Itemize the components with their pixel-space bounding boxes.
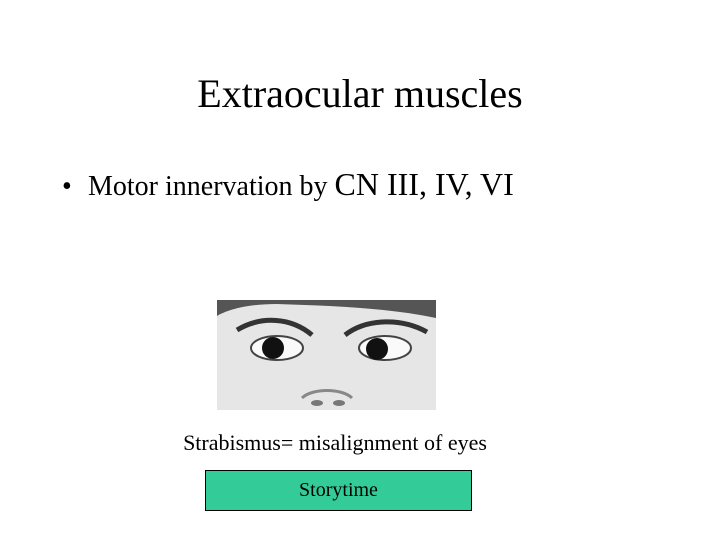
storytime-button[interactable]: Storytime xyxy=(205,470,472,511)
bullet-emphasis: CN III, IV, VI xyxy=(334,166,514,202)
slide-title: Extraocular muscles xyxy=(197,71,523,116)
bullet-dot: • xyxy=(62,171,72,202)
bullet-text: Motor innervation by xyxy=(88,171,328,202)
bullet: • Motor innervation by CN III, IV, VI xyxy=(62,166,514,203)
eyes-photo xyxy=(217,300,436,410)
caption: Strabismus= misalignment of eyes xyxy=(183,430,487,455)
